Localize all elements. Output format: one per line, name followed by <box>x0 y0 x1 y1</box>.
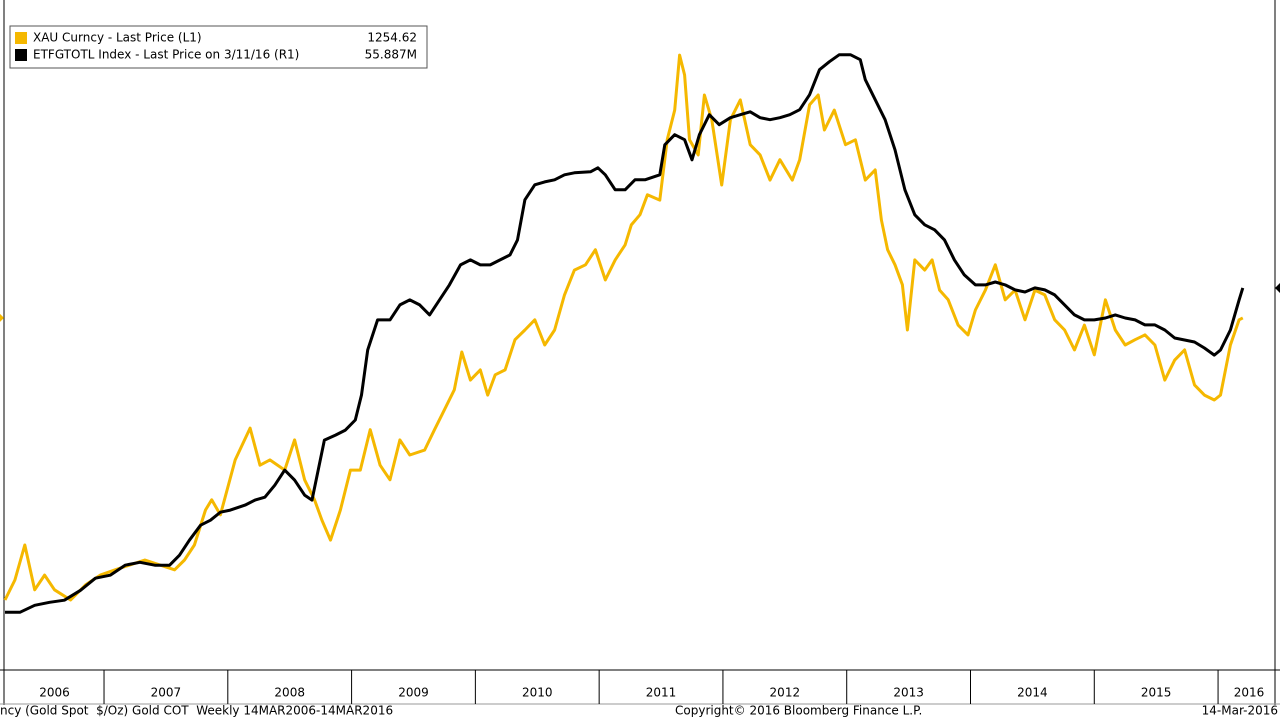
copyright: Copyright© 2016 Bloomberg Finance L.P. <box>675 704 922 718</box>
last-value-marker <box>0 313 4 322</box>
legend-label: XAU Curncy - Last Price (L1) <box>33 31 202 45</box>
x-tick-label: 2012 <box>770 686 801 700</box>
legend-swatch <box>15 49 27 61</box>
x-tick-label: 2016 <box>1234 686 1265 700</box>
x-tick-label: 2009 <box>398 686 429 700</box>
x-tick-label: 2013 <box>893 686 924 700</box>
legend-value: 55.887M <box>365 48 417 62</box>
x-tick-label: 2010 <box>522 686 553 700</box>
x-tick-label: 2008 <box>274 686 305 700</box>
x-tick-label: 2006 <box>39 686 70 700</box>
legend-box <box>9 25 428 69</box>
footnote: ncy (Gold Spot $/Oz) Gold COT Weekly 14M… <box>0 704 393 718</box>
legend-value: 1254.62 <box>367 31 417 45</box>
legend-label: ETFGTOTL Index - Last Price on 3/11/16 (… <box>33 48 299 62</box>
x-tick-label: 2015 <box>1141 686 1172 700</box>
last-value-marker <box>1275 282 1280 293</box>
x-tick-label: 2014 <box>1017 686 1048 700</box>
x-tick-label: 2007 <box>151 686 182 700</box>
date: 14-Mar-2016 <box>1202 704 1278 718</box>
series-line <box>3 53 1244 602</box>
legend-swatch <box>15 32 27 44</box>
x-tick-label: 2011 <box>646 686 677 700</box>
series-line <box>5 53 1245 614</box>
